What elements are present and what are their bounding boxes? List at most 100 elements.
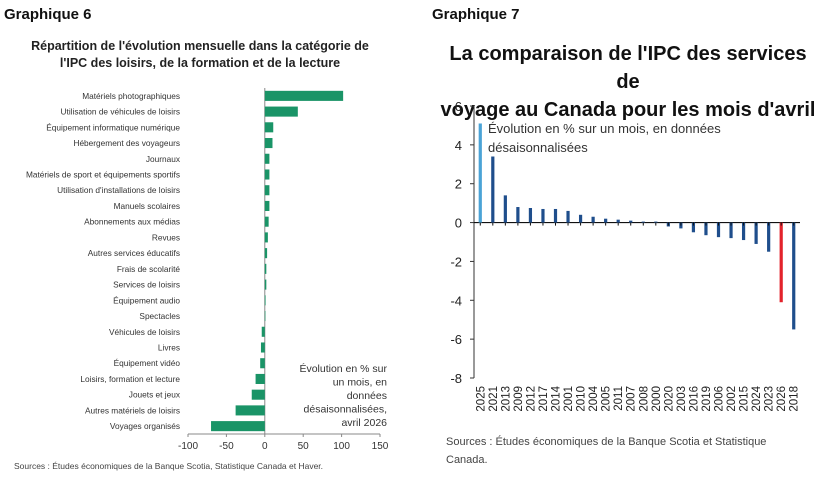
chart7-title: La comparaison de l'IPC des services de …	[438, 40, 818, 124]
chart6-category-label: Utilisation de véhicules de loisirs	[61, 107, 180, 117]
chart7-x-tick-label: 2006	[714, 386, 726, 412]
chart6-bar	[264, 311, 266, 322]
chart6-category-label: Abonnements aux médias	[84, 217, 180, 227]
chart6-category-label: Loisirs, formation et lecture	[80, 374, 180, 384]
chart7-x-tick-label: 2014	[551, 385, 563, 411]
chart6-bar	[264, 153, 270, 164]
chart6-bar	[264, 263, 267, 274]
chart6-category-label: Matériels de sport et équipements sporti…	[26, 170, 180, 180]
chart7-x-tick-label: 2013	[500, 386, 512, 412]
chart7-x-tick-label: 2018	[789, 386, 801, 412]
chart7-note-line: désaisonnalisées	[488, 140, 588, 155]
chart7-y-tick-label: -2	[450, 254, 462, 269]
chart7-bar	[691, 222, 696, 233]
chart6-category-label: Équipement audio	[113, 295, 180, 305]
chart7-x-tick-label: 2004	[588, 385, 600, 411]
chart6-plot: -100 -50 0 50 100 150 Matériels photographique…	[26, 88, 389, 452]
chart6-bar	[255, 373, 265, 384]
chart7-bar	[792, 222, 796, 330]
chart6-bar	[264, 216, 269, 227]
chart7-bar	[704, 222, 708, 236]
chart6-bar	[264, 90, 344, 101]
chart7-x-tick-label: 2001	[563, 386, 575, 412]
chart6-category-label: Spectacles	[139, 311, 180, 321]
chart6-bar	[264, 106, 298, 117]
chart7-bar	[541, 208, 545, 223]
chart7-x-tick-label: 2020	[663, 386, 675, 412]
chart6-category-label: Services de loisirs	[113, 280, 180, 290]
chart6-category-label: Frais de scolarité	[117, 264, 181, 274]
chart6-category-label: Livres	[158, 343, 180, 353]
chart7-y-tick-label: 4	[455, 138, 462, 153]
chart7-y-tick-label: 0	[455, 216, 462, 231]
chart7-x-tick-label: 2019	[701, 386, 713, 412]
chart6-bar	[264, 200, 270, 211]
chart7-x-tick-label: 2007	[626, 386, 638, 412]
chart6-category-label: Hébergement des voyageurs	[73, 138, 180, 148]
chart7-y-tick-label: -8	[450, 371, 462, 386]
chart7-y-tick-label: 2	[455, 177, 462, 192]
chart7-x-tick-label: 2023	[764, 386, 776, 412]
chart7-bar	[478, 123, 482, 223]
chart6-category-label: Jouets et jeux	[129, 390, 181, 400]
chart6-x-tick-label: 0	[262, 441, 268, 452]
chart7-bar	[566, 210, 570, 223]
chart7-bar	[553, 208, 558, 223]
chart7-bar	[641, 221, 645, 223]
chart6-category-label: Équipement informatique numérique	[46, 122, 180, 132]
chart7-x-tick-label: 2025	[475, 386, 487, 412]
chart6-x-tick-label: -100	[178, 441, 198, 452]
chart7-x-tick-label: 2016	[688, 386, 700, 412]
chart7-note-line: Évolution en % sur un mois, en données	[488, 121, 721, 136]
chart6-category-label: Matériels photographiques	[82, 91, 180, 101]
chart7-bar	[741, 222, 746, 241]
chart6-bar	[235, 405, 265, 416]
chart6-category-label: Autres services éducatifs	[88, 248, 180, 258]
chart6-title-line2: l'IPC des loisirs, de la formation et de…	[59, 56, 341, 70]
chart6-bar	[264, 248, 268, 259]
chart7-heading: Graphique 7	[432, 6, 520, 23]
chart6-bar	[260, 358, 265, 369]
chart7-bar	[516, 207, 520, 223]
chart6-x-tick-label: 150	[372, 441, 389, 452]
chart7-x-tick-label: 2011	[613, 386, 625, 411]
chart7-bar	[528, 208, 533, 223]
chart6-bar	[264, 295, 266, 306]
chart7-source: Sources : Études économiques de la Banqu…	[446, 436, 767, 466]
chart6-category-label: Utilisation d'installations de loisirs	[57, 185, 180, 195]
chart6-category-label: Équipement vidéo	[114, 358, 181, 368]
chart7-bar	[578, 214, 583, 223]
chart6-note-line: avril 2026	[341, 417, 387, 429]
chart6-category-label: Voyages organisés	[110, 421, 180, 431]
chart7-x-tick-label: 2002	[726, 386, 738, 412]
chart7-x-tick-label: 2003	[676, 386, 688, 412]
chart6-bar	[211, 421, 265, 432]
chart7-bar	[716, 222, 721, 238]
chart6-note-line: désaisonnalisées,	[304, 404, 387, 416]
chart6-note-line: Évolution en % sur	[299, 362, 387, 375]
chart6-source: Sources : Études économiques de la Banqu…	[14, 461, 324, 471]
chart7-bar	[779, 222, 783, 303]
chart6-heading: Graphique 6	[4, 6, 92, 23]
chart7-y-tick-label: -4	[450, 293, 462, 308]
chart7-x-tick-label: 2005	[601, 386, 613, 412]
chart6-bar	[264, 279, 267, 290]
chart6-bar	[264, 122, 274, 133]
chart7-x-tick-label: 2010	[576, 386, 588, 412]
chart7-title-line2: voyage au Canada pour les mois d'avril	[440, 99, 816, 121]
chart6-category-label: Revues	[152, 232, 180, 242]
chart7-bar	[503, 195, 507, 223]
chart6-bar	[264, 185, 270, 196]
chart7-bar	[604, 218, 608, 223]
chart7-bar	[754, 222, 758, 244]
chart7-title-line1: La comparaison de l'IPC des services de	[449, 43, 807, 93]
chart7-x-tick-label: 2024	[751, 385, 763, 411]
chart6-x-tick-label: 100	[333, 441, 350, 452]
chart7-bar	[616, 219, 620, 223]
chart6-category-label: Autres matériels de loisirs	[85, 405, 180, 415]
chart6-x-tick-label: 50	[298, 441, 310, 452]
chart7-bar	[654, 221, 658, 223]
chart7-y-tick-label: -6	[450, 332, 462, 347]
chart6-category-label: Véhicules de loisirs	[109, 327, 180, 337]
